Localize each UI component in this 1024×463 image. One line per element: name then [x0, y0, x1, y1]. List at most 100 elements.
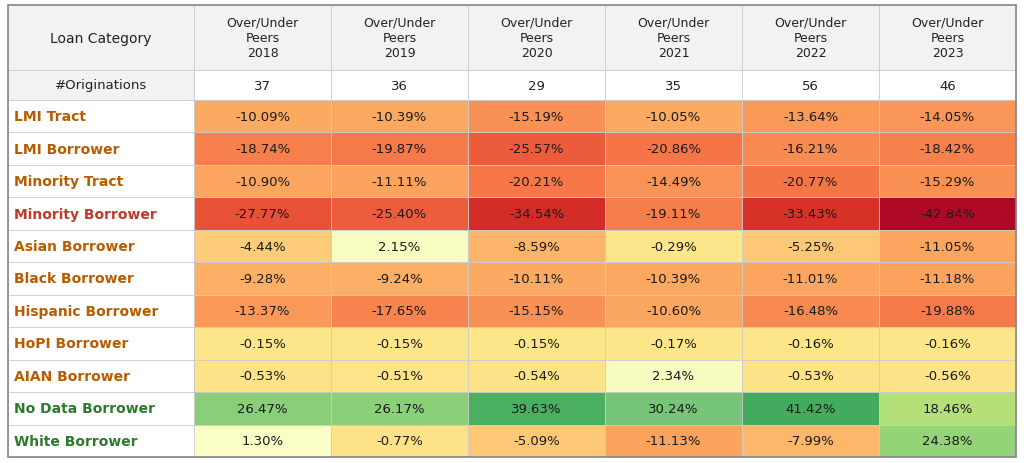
Text: 18.46%: 18.46%: [923, 402, 973, 415]
Text: -25.57%: -25.57%: [509, 143, 564, 156]
Text: -0.53%: -0.53%: [787, 369, 834, 382]
Text: 1.30%: 1.30%: [242, 434, 284, 447]
Bar: [605, 101, 742, 133]
Text: -10.05%: -10.05%: [646, 111, 701, 124]
Text: -11.11%: -11.11%: [372, 175, 427, 188]
Bar: [742, 71, 879, 101]
Bar: [605, 392, 742, 425]
Bar: [331, 166, 468, 198]
Bar: [605, 6, 742, 71]
Text: 30.24%: 30.24%: [648, 402, 698, 415]
Bar: [605, 198, 742, 230]
Bar: [879, 230, 1016, 263]
Bar: [742, 166, 879, 198]
Bar: [879, 392, 1016, 425]
Bar: [331, 6, 468, 71]
Text: -9.28%: -9.28%: [240, 272, 286, 285]
Text: -10.39%: -10.39%: [646, 272, 701, 285]
Text: Over/Under
Peers
2022: Over/Under Peers 2022: [774, 17, 847, 60]
Text: Over/Under
Peers
2018: Over/Under Peers 2018: [226, 17, 299, 60]
Text: -11.05%: -11.05%: [920, 240, 975, 253]
Text: -14.05%: -14.05%: [920, 111, 975, 124]
Bar: [742, 263, 879, 295]
Text: 24.38%: 24.38%: [923, 434, 973, 447]
Bar: [331, 263, 468, 295]
Bar: [331, 230, 468, 263]
Text: -9.24%: -9.24%: [376, 272, 423, 285]
Text: -18.42%: -18.42%: [920, 143, 975, 156]
Text: Minority Borrower: Minority Borrower: [14, 207, 157, 221]
Text: -16.48%: -16.48%: [783, 305, 838, 318]
Bar: [742, 198, 879, 230]
Text: Asian Borrower: Asian Borrower: [14, 239, 135, 254]
Text: -10.09%: -10.09%: [234, 111, 290, 124]
Bar: [8, 71, 194, 101]
Text: -20.21%: -20.21%: [509, 175, 564, 188]
Bar: [468, 327, 605, 360]
Text: -11.18%: -11.18%: [920, 272, 975, 285]
Text: -19.87%: -19.87%: [372, 143, 427, 156]
Text: -42.84%: -42.84%: [920, 207, 975, 220]
Text: 41.42%: 41.42%: [785, 402, 836, 415]
Text: -8.59%: -8.59%: [513, 240, 560, 253]
Text: 36: 36: [391, 79, 408, 92]
Text: Over/Under
Peers
2021: Over/Under Peers 2021: [637, 17, 710, 60]
Bar: [194, 101, 331, 133]
Bar: [742, 6, 879, 71]
Bar: [468, 101, 605, 133]
Bar: [879, 71, 1016, 101]
Text: -0.16%: -0.16%: [924, 337, 971, 350]
Bar: [468, 198, 605, 230]
Bar: [742, 230, 879, 263]
Text: LMI Tract: LMI Tract: [14, 110, 86, 124]
Bar: [331, 133, 468, 166]
Bar: [468, 295, 605, 327]
Bar: [194, 198, 331, 230]
Text: 29: 29: [528, 79, 545, 92]
Text: Over/Under
Peers
2019: Over/Under Peers 2019: [364, 17, 435, 60]
Bar: [879, 166, 1016, 198]
Text: -0.17%: -0.17%: [650, 337, 697, 350]
Bar: [605, 327, 742, 360]
Bar: [194, 392, 331, 425]
Text: AIAN Borrower: AIAN Borrower: [14, 369, 130, 383]
Text: -16.21%: -16.21%: [782, 143, 839, 156]
Text: -0.15%: -0.15%: [239, 337, 286, 350]
Text: 26.17%: 26.17%: [374, 402, 425, 415]
Bar: [742, 101, 879, 133]
Bar: [468, 166, 605, 198]
Bar: [468, 6, 605, 71]
Text: -0.53%: -0.53%: [239, 369, 286, 382]
Bar: [879, 425, 1016, 457]
Text: 26.47%: 26.47%: [238, 402, 288, 415]
Bar: [194, 263, 331, 295]
Bar: [8, 230, 194, 263]
Bar: [742, 392, 879, 425]
Bar: [8, 263, 194, 295]
Bar: [605, 360, 742, 392]
Bar: [605, 166, 742, 198]
Text: Over/Under
Peers
2020: Over/Under Peers 2020: [501, 17, 572, 60]
Text: -33.43%: -33.43%: [782, 207, 839, 220]
Text: -11.01%: -11.01%: [782, 272, 839, 285]
Bar: [194, 166, 331, 198]
Bar: [605, 295, 742, 327]
Bar: [331, 71, 468, 101]
Text: 46: 46: [939, 79, 955, 92]
Bar: [742, 327, 879, 360]
Text: -10.11%: -10.11%: [509, 272, 564, 285]
Bar: [742, 295, 879, 327]
Bar: [194, 230, 331, 263]
Bar: [194, 6, 331, 71]
Bar: [8, 133, 194, 166]
Text: -0.77%: -0.77%: [376, 434, 423, 447]
Text: -10.90%: -10.90%: [234, 175, 290, 188]
Bar: [742, 133, 879, 166]
Bar: [331, 327, 468, 360]
Bar: [331, 425, 468, 457]
Text: -15.29%: -15.29%: [920, 175, 975, 188]
Bar: [8, 295, 194, 327]
Bar: [194, 133, 331, 166]
Text: -4.44%: -4.44%: [240, 240, 286, 253]
Bar: [8, 392, 194, 425]
